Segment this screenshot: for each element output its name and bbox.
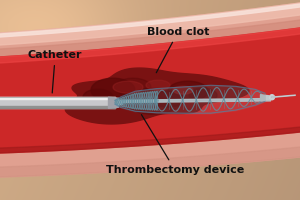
Polygon shape [146,80,170,90]
Polygon shape [65,68,249,124]
Polygon shape [115,78,151,96]
Text: Thrombectomy device: Thrombectomy device [106,115,244,175]
Polygon shape [125,88,181,114]
Text: Blood clot: Blood clot [147,27,209,73]
Polygon shape [189,88,217,102]
Circle shape [269,95,275,100]
Polygon shape [113,81,143,93]
Polygon shape [152,91,184,107]
Polygon shape [83,89,113,105]
Polygon shape [168,81,208,101]
Polygon shape [173,86,193,94]
Text: Catheter: Catheter [28,50,82,93]
Polygon shape [91,78,135,102]
